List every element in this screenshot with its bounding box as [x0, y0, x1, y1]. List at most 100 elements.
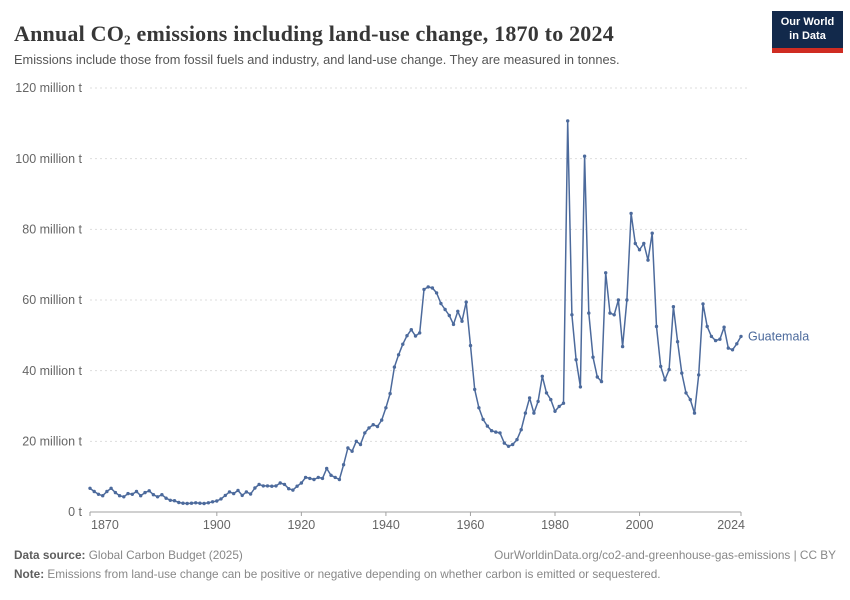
data-point[interactable]	[172, 499, 177, 503]
data-point[interactable]	[341, 463, 346, 467]
data-point[interactable]	[261, 484, 265, 488]
data-point[interactable]	[684, 391, 688, 395]
data-point[interactable]	[443, 307, 447, 312]
data-point[interactable]	[92, 489, 96, 494]
data-point[interactable]	[295, 484, 299, 488]
data-point[interactable]	[219, 497, 223, 501]
credit-link[interactable]: OurWorldinData.org/co2-and-greenhouse-ga…	[494, 548, 836, 562]
data-point[interactable]	[629, 211, 633, 216]
data-point[interactable]	[709, 334, 714, 339]
data-point[interactable]	[460, 319, 464, 323]
data-point[interactable]	[730, 348, 735, 352]
data-point[interactable]	[248, 492, 253, 496]
data-point[interactable]	[697, 373, 701, 377]
data-point[interactable]	[608, 311, 612, 315]
data-point[interactable]	[692, 411, 697, 415]
data-point[interactable]	[468, 343, 473, 348]
data-point[interactable]	[485, 424, 490, 428]
data-point[interactable]	[675, 340, 680, 344]
data-point[interactable]	[413, 334, 418, 338]
data-series-line[interactable]	[89, 120, 742, 505]
data-point[interactable]	[422, 287, 426, 292]
data-point[interactable]	[430, 286, 435, 290]
data-point[interactable]	[117, 494, 122, 498]
data-point[interactable]	[451, 322, 456, 327]
data-point[interactable]	[494, 430, 498, 434]
data-point[interactable]	[439, 301, 443, 306]
data-point[interactable]	[164, 496, 168, 500]
data-point[interactable]	[646, 258, 650, 262]
data-point[interactable]	[578, 385, 583, 389]
data-point[interactable]	[155, 495, 160, 499]
data-point[interactable]	[667, 367, 671, 372]
data-point[interactable]	[464, 300, 468, 304]
data-point[interactable]	[633, 241, 637, 246]
data-point[interactable]	[139, 494, 143, 498]
data-point[interactable]	[363, 431, 367, 435]
data-point[interactable]	[587, 311, 591, 315]
data-point[interactable]	[130, 492, 134, 496]
data-point[interactable]	[718, 337, 722, 341]
data-point[interactable]	[637, 248, 642, 252]
data-point[interactable]	[489, 429, 494, 433]
data-point[interactable]	[570, 313, 574, 317]
data-point[interactable]	[215, 499, 219, 503]
data-point[interactable]	[595, 375, 599, 379]
data-point[interactable]	[447, 313, 451, 318]
data-point[interactable]	[506, 444, 511, 448]
data-point[interactable]	[244, 490, 249, 494]
data-point[interactable]	[206, 501, 211, 505]
data-point[interactable]	[604, 271, 608, 275]
data-point[interactable]	[409, 328, 413, 332]
data-point[interactable]	[557, 404, 561, 409]
data-point[interactable]	[270, 484, 274, 488]
data-point[interactable]	[642, 241, 646, 246]
data-point[interactable]	[434, 291, 439, 295]
data-point[interactable]	[473, 387, 477, 392]
data-point[interactable]	[722, 325, 726, 329]
data-point[interactable]	[405, 334, 409, 338]
series-entity-label[interactable]: Guatemala	[748, 329, 809, 343]
data-point[interactable]	[549, 397, 553, 402]
data-point[interactable]	[308, 476, 312, 481]
data-point[interactable]	[177, 500, 181, 505]
data-point[interactable]	[574, 358, 578, 362]
data-point[interactable]	[739, 334, 743, 339]
data-point[interactable]	[240, 493, 244, 498]
data-point[interactable]	[253, 486, 257, 490]
data-point[interactable]	[688, 397, 692, 402]
data-point[interactable]	[109, 486, 113, 490]
data-point[interactable]	[291, 488, 295, 492]
data-point[interactable]	[544, 391, 549, 395]
data-point[interactable]	[680, 371, 684, 375]
data-point[interactable]	[134, 489, 139, 494]
data-point[interactable]	[278, 481, 282, 485]
data-point[interactable]	[105, 489, 109, 494]
data-point[interactable]	[654, 324, 659, 329]
data-point[interactable]	[456, 309, 460, 313]
data-point[interactable]	[566, 119, 570, 123]
data-point[interactable]	[401, 342, 405, 346]
data-point[interactable]	[527, 396, 532, 400]
data-point[interactable]	[101, 494, 105, 498]
data-point[interactable]	[303, 475, 308, 480]
data-point[interactable]	[553, 409, 557, 413]
data-point[interactable]	[88, 486, 92, 490]
data-point[interactable]	[181, 501, 185, 505]
data-point[interactable]	[582, 154, 587, 158]
data-point[interactable]	[113, 490, 118, 495]
data-point[interactable]	[168, 498, 172, 502]
data-point[interactable]	[210, 500, 215, 504]
data-point[interactable]	[540, 374, 544, 378]
data-point[interactable]	[612, 313, 616, 317]
data-point[interactable]	[384, 406, 388, 410]
data-point[interactable]	[185, 501, 189, 506]
data-point[interactable]	[202, 501, 206, 506]
data-point[interactable]	[329, 473, 333, 477]
data-point[interactable]	[257, 482, 261, 487]
data-point[interactable]	[726, 346, 730, 350]
data-point[interactable]	[274, 484, 278, 488]
data-point[interactable]	[511, 442, 515, 447]
data-point[interactable]	[388, 391, 392, 396]
